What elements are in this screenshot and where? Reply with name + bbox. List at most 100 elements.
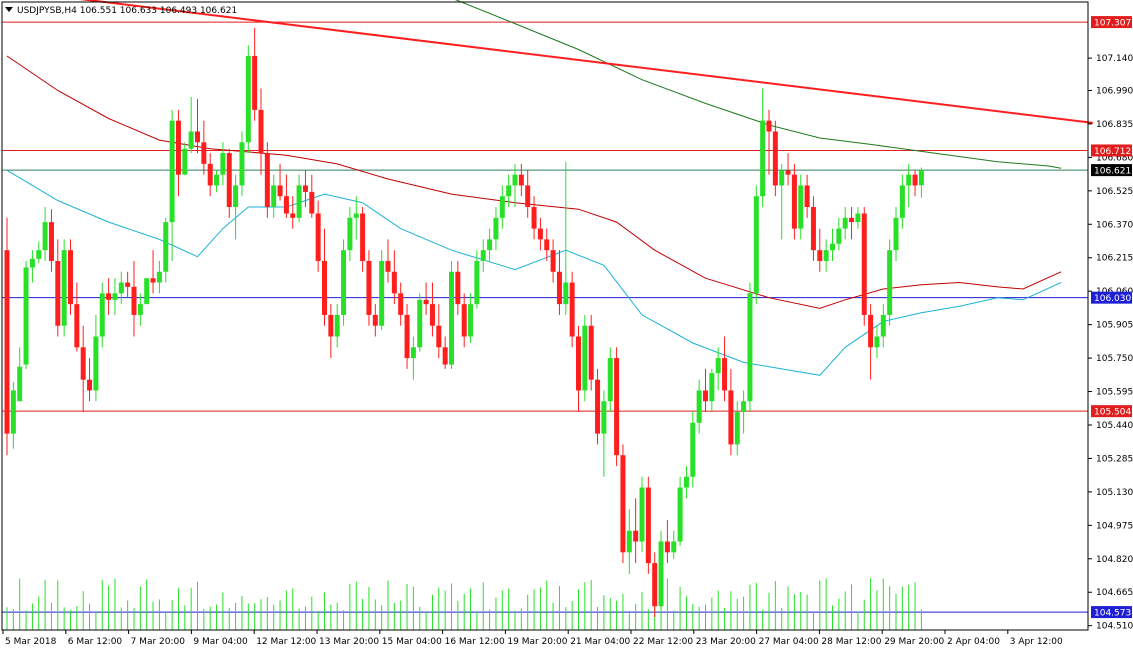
candle-body: [537, 228, 543, 240]
x-tick-label: 19 Mar 20:00: [507, 637, 567, 647]
candle-body: [48, 222, 54, 261]
candle-body: [531, 207, 537, 229]
candle-body: [309, 191, 315, 214]
y-tick-label: 106.525: [1096, 187, 1133, 197]
candle-body: [849, 217, 855, 223]
candle-body: [874, 336, 880, 348]
candle-body: [144, 278, 150, 305]
candle-body: [398, 293, 404, 315]
price-tag-label: 107.307: [1094, 19, 1131, 29]
candle-body: [150, 278, 156, 283]
moving-average-line-2: [454, 0, 1062, 169]
candle-body: [283, 196, 289, 214]
price-tag-box: [1091, 16, 1132, 29]
candle-body: [271, 185, 277, 208]
candle-body: [42, 222, 48, 251]
candle-body: [887, 250, 893, 315]
candle-body: [633, 530, 639, 542]
candle-body: [10, 390, 16, 434]
candle-body: [461, 304, 467, 337]
candle-body: [683, 476, 689, 488]
candle-body: [442, 347, 448, 365]
x-tick-label: 5 Mar 2018: [5, 637, 57, 647]
candle-body: [220, 153, 226, 175]
candle-body: [17, 366, 23, 402]
x-tick-label: 22 Mar 12:00: [633, 637, 693, 647]
price-tag-box: [1091, 405, 1132, 418]
candle-body: [290, 213, 296, 218]
chart-header: USDJPYSB,H4 106.551 106.633 106.493 106.…: [5, 6, 237, 16]
candle-body: [207, 163, 213, 186]
candle-body: [639, 487, 645, 542]
candle-body: [664, 541, 670, 553]
y-tick-label: 104.820: [1096, 555, 1133, 565]
candle-body: [315, 213, 321, 261]
candle-body: [23, 267, 29, 365]
candle-body: [722, 358, 728, 391]
candle-body: [620, 455, 626, 553]
candle-body: [556, 271, 562, 305]
candle-body: [341, 250, 347, 315]
candle-body: [614, 358, 620, 456]
y-tick-label: 106.215: [1096, 254, 1133, 264]
candle-body: [607, 358, 613, 402]
x-tick-label: 12 Mar 12:00: [256, 637, 316, 647]
candle-body: [347, 217, 353, 251]
candle-body: [239, 142, 245, 186]
candle-body: [830, 243, 835, 251]
candle-body: [366, 260, 372, 315]
collapse-triangle-icon[interactable]: [5, 7, 13, 12]
price-tag-label: 106.030: [1094, 294, 1131, 304]
candle-body: [410, 347, 416, 359]
candle-body: [709, 373, 715, 402]
candle-body: [214, 174, 220, 186]
candle-body: [525, 185, 531, 208]
candle-body: [906, 174, 912, 186]
y-tick-label: 105.285: [1096, 454, 1133, 464]
candle-body: [791, 174, 797, 229]
candle-body: [195, 131, 200, 143]
candle-body: [677, 487, 683, 542]
candle-body: [436, 325, 442, 348]
candle-body: [817, 250, 823, 261]
candle-body: [156, 271, 162, 283]
candle-body: [512, 174, 518, 186]
trendline: [79, 0, 1093, 124]
y-tick-label: 106.680: [1096, 153, 1133, 163]
candle-body: [893, 217, 899, 251]
candle-body: [544, 239, 550, 251]
candle-body: [233, 185, 239, 208]
candle-body: [74, 304, 80, 348]
candle-body: [112, 293, 118, 300]
candle-body: [785, 170, 791, 175]
candle-body: [772, 131, 778, 186]
plot-frame: [1, 1, 1089, 631]
candles: [4, 27, 924, 618]
candle-body: [169, 120, 175, 223]
candle-body: [125, 282, 131, 287]
candle-body: [360, 213, 366, 261]
candle-body: [379, 260, 385, 326]
candle-body: [588, 325, 594, 380]
candle-body: [188, 131, 194, 149]
y-tick-label: 105.440: [1096, 421, 1133, 431]
candle-body: [582, 325, 588, 391]
price-tag-box: [1091, 164, 1132, 177]
candle-body: [798, 185, 804, 229]
candle-body: [296, 185, 302, 218]
candle-body: [595, 379, 601, 434]
price-tag-box: [1091, 144, 1132, 157]
y-tick-label: 106.370: [1096, 220, 1133, 230]
candle-body: [201, 142, 207, 164]
y-tick-label: 105.750: [1096, 354, 1133, 364]
y-tick-label: 106.835: [1096, 120, 1133, 130]
candle-body: [563, 282, 569, 305]
candle-body: [468, 304, 474, 337]
y-tick-label: 105.130: [1096, 488, 1133, 498]
candle-body: [766, 120, 772, 132]
price-tag-label: 105.504: [1094, 408, 1131, 418]
